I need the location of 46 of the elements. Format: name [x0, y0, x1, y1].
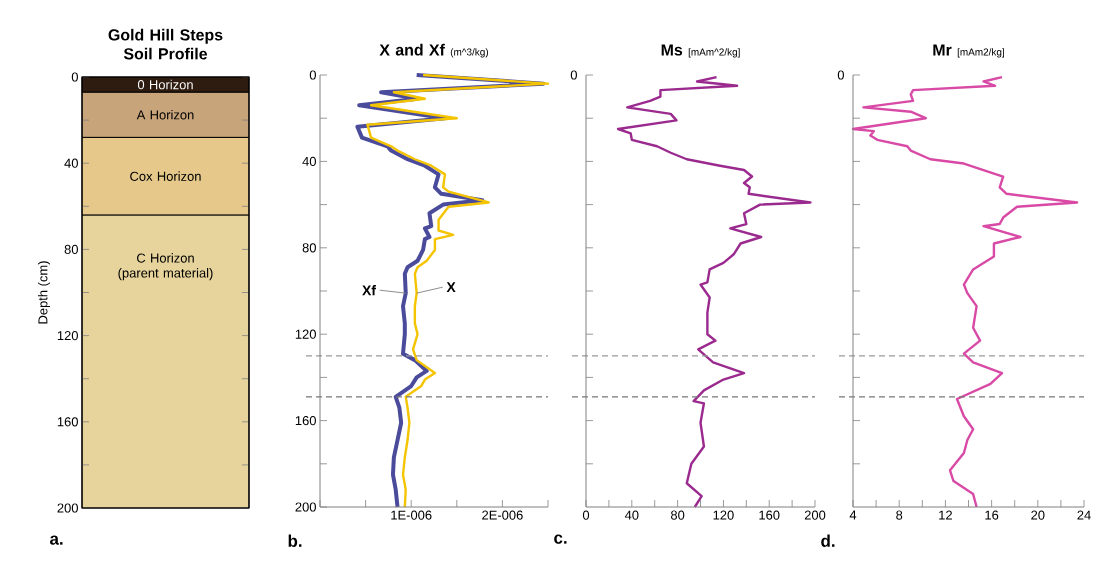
series-label: C Horizon (parent material) — [118, 253, 213, 281]
x-tick-label: 20 — [1031, 510, 1045, 520]
series-label: 0 Horizon — [137, 79, 193, 90]
y-tick-label: 80 — [64, 244, 78, 254]
y-tick-label: 200 — [57, 503, 78, 513]
annotation: X — [446, 282, 456, 292]
text: 0 — [837, 70, 844, 80]
x-tick-label: 4 — [849, 510, 857, 520]
y-tick-label: 160 — [57, 417, 78, 427]
chart-title: Gold Hill Steps Soil Profile — [108, 28, 223, 60]
x-tick-label: 120 — [713, 510, 734, 520]
y-tick-label: 0 — [71, 72, 78, 82]
y-tick-label: 40 — [64, 158, 78, 168]
chart-subtitle: [mAm2/kg] — [957, 48, 1005, 58]
x-tick-label: 16 — [985, 510, 999, 520]
y-tick-label: 120 — [57, 331, 78, 341]
chart-title: X and Xf — [379, 43, 445, 56]
text: a. — [50, 535, 63, 545]
y-tick-label: 160 — [295, 416, 316, 426]
x-tick-label: 8 — [896, 510, 903, 520]
chart-subtitle: (m^3/kg) — [450, 48, 489, 58]
y-tick-label: 80 — [302, 243, 316, 253]
x-tick-label: 200 — [804, 510, 826, 520]
x-tick-label: 12 — [939, 510, 952, 520]
y-axis-title: Depth (cm) — [37, 261, 51, 324]
series-label: A Horizon — [136, 109, 194, 120]
x-tick-label: 24 — [1077, 510, 1091, 520]
x-tick-label: 80 — [670, 510, 685, 520]
x-tick-label: 160 — [759, 510, 780, 520]
text: d. — [821, 534, 835, 547]
y-tick-label: 200 — [295, 502, 316, 512]
chart-subtitle: [mAm^2/kg] — [688, 48, 740, 58]
x-tick-label: 40 — [624, 510, 639, 520]
text: c. — [554, 534, 567, 544]
y-tick-label: 40 — [302, 156, 316, 166]
text: 0 — [570, 70, 577, 80]
x-tick-label: 2E-006 — [482, 510, 523, 520]
text: b. — [288, 534, 302, 547]
x-tick-label: 1E-006 — [391, 510, 432, 520]
series-label: Cox Horizon — [130, 171, 201, 181]
chart-title: Ms — [661, 44, 683, 56]
x-tick-label: 0 — [582, 510, 590, 520]
chart-title: Mr — [933, 44, 952, 56]
y-tick-label: 120 — [295, 329, 316, 339]
y-tick-label: 0 — [309, 70, 316, 80]
annotation: Xf — [362, 285, 376, 296]
